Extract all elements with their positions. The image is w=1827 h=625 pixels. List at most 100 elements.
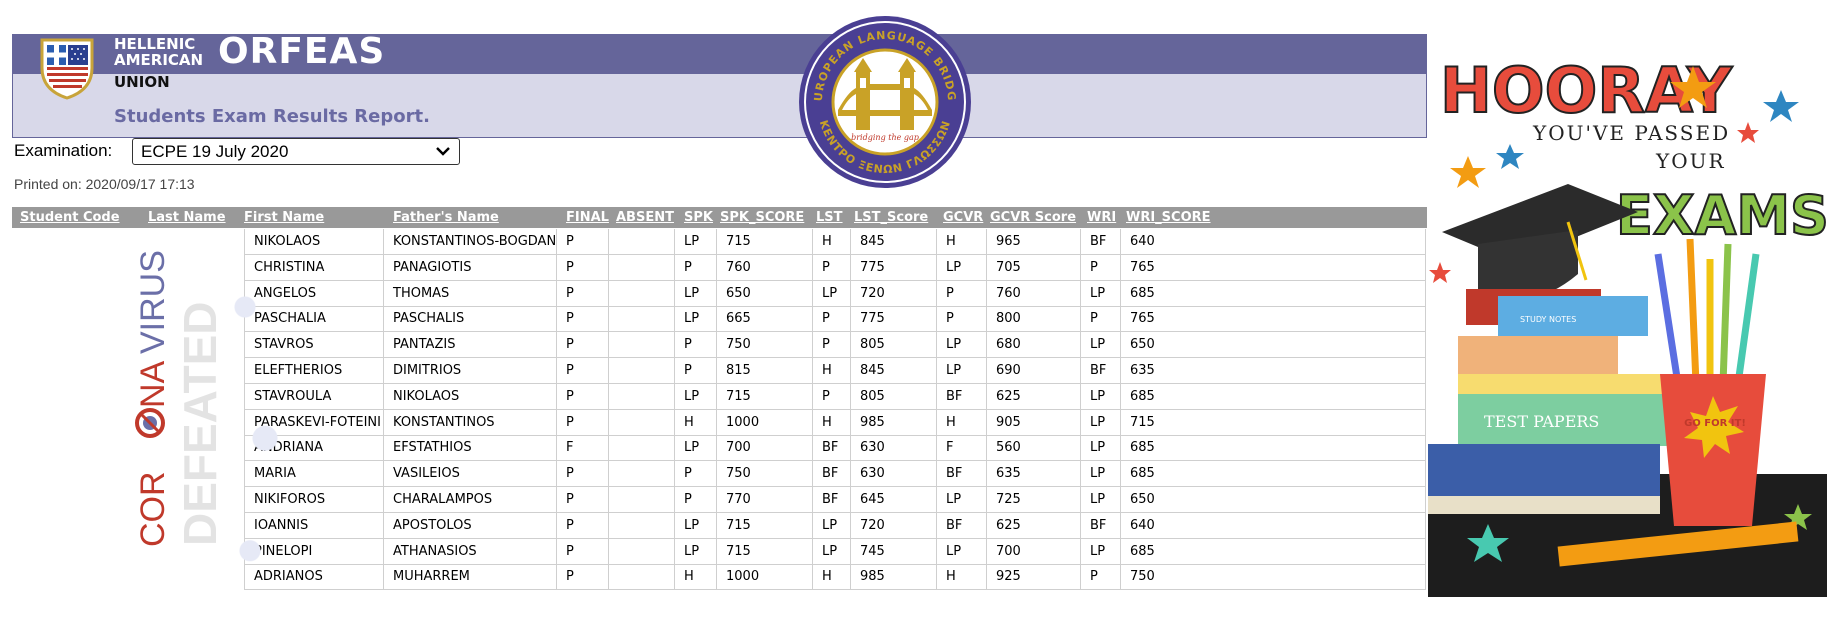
cell-lst-score: 745: [850, 538, 936, 564]
hooray-exams-poster: HOORAY YOU'VE PASSED YOUR EXAMS! STUDY N…: [1428, 34, 1827, 597]
cell-wri: LP: [1080, 409, 1120, 435]
coronavirus-defeated-banner: COR NA VIRUS DEFEATED: [130, 232, 280, 607]
cell-absent: [608, 409, 674, 435]
table-row: ANGELOS THOMAS P LP 650 LP 720 P 760 LP 685: [244, 280, 1426, 307]
header-top-band: [12, 34, 1427, 74]
banner-corona-part1: COR: [134, 471, 172, 547]
cell-gcvr: P: [936, 280, 986, 306]
column-header-spk[interactable]: SPK: [684, 210, 713, 225]
cell-gcvr: H: [936, 229, 986, 254]
cell-absent: [608, 512, 674, 538]
cell-final: P: [556, 564, 608, 590]
cell-lst-score: 845: [850, 229, 936, 254]
page-title: Students Exam Results Report.: [114, 106, 430, 127]
cell-lst-score: 630: [850, 435, 936, 461]
table-row: PINELOPI ATHANASIOS P LP 715 LP 745 LP 700 LP 685: [244, 538, 1426, 565]
cell-lst-score: 630: [850, 461, 936, 487]
cell-gcvr: H: [936, 564, 986, 590]
cell-lst: LP: [812, 512, 850, 538]
column-header-final[interactable]: FINAL: [566, 210, 609, 225]
cell-wri: LP: [1080, 280, 1120, 306]
table-row: STAVROS PANTAZIS P P 750 P 805 LP 680 LP 650: [244, 332, 1426, 359]
cell-gcvr: BF: [936, 461, 986, 487]
cell-lst: LP: [812, 280, 850, 306]
column-header-wri-score[interactable]: WRI_SCORE: [1126, 210, 1211, 225]
column-header-absent[interactable]: ABSENT: [616, 210, 674, 225]
table-row: PASCHALIA PASCHALIS P LP 665 P 775 P 800 P 765: [244, 306, 1426, 333]
cell-gcvr-score: 700: [986, 538, 1080, 564]
column-header-lst[interactable]: LST: [816, 210, 843, 225]
cell-gcvr: H: [936, 409, 986, 435]
cell-wri: P: [1080, 254, 1120, 280]
org-name-line3: UNION: [114, 73, 170, 91]
cell-lst-score: 775: [850, 306, 936, 332]
cell-wri-score: 650: [1120, 332, 1426, 358]
cell-spk: P: [674, 254, 716, 280]
table-header-row: Student Code Last Name First Name Father's …: [12, 207, 1427, 228]
cell-lst: H: [812, 564, 850, 590]
cell-final: P: [556, 280, 608, 306]
cell-gcvr-score: 625: [986, 383, 1080, 409]
cell-final: P: [556, 461, 608, 487]
column-header-student-code[interactable]: Student Code: [20, 210, 120, 225]
table-row: NIKIFOROS CHARALAMPOS P P 770 BF 645 LP 725 LP 650: [244, 487, 1426, 513]
cell-gcvr: LP: [936, 358, 986, 383]
column-header-wri[interactable]: WRI: [1087, 210, 1117, 225]
poster-cup-text: GO FOR IT!: [1684, 418, 1746, 429]
column-header-gcvr-score[interactable]: GCVR Score: [990, 210, 1077, 225]
column-header-first-name[interactable]: First Name: [244, 210, 325, 225]
banner-virus-text: VIRUS: [134, 250, 172, 354]
cell-father: ATHANASIOS: [383, 538, 556, 564]
column-header-spk-score[interactable]: SPK_SCORE: [720, 210, 805, 225]
cell-gcvr: P: [936, 306, 986, 332]
cell-spk-score: 770: [716, 487, 812, 512]
cell-gcvr-score: 760: [986, 280, 1080, 306]
cell-final: F: [556, 435, 608, 461]
ruler: [1557, 521, 1799, 567]
examination-selected-value: ECPE 19 July 2020: [141, 142, 289, 161]
cell-father: PANAGIOTIS: [383, 254, 556, 280]
cell-lst-score: 775: [850, 254, 936, 280]
table-row: NIKOLAOS KONSTANTINOS-BOGDAN P LP 715 H 845 H 96…: [244, 229, 1426, 255]
cell-lst-score: 985: [850, 409, 936, 435]
cell-wri-score: 685: [1120, 461, 1426, 487]
cell-spk-score: 760: [716, 254, 812, 280]
cell-spk: P: [674, 358, 716, 383]
examination-select[interactable]: ECPE 19 July 2020: [132, 138, 460, 165]
cell-absent: [608, 254, 674, 280]
badge-tagline: bridging the gap: [851, 133, 919, 142]
cell-spk: P: [674, 332, 716, 358]
column-header-last-name[interactable]: Last Name: [148, 210, 226, 225]
cell-father: THOMAS: [383, 280, 556, 306]
cell-lst: P: [812, 306, 850, 332]
cell-wri: LP: [1080, 383, 1120, 409]
brand-name: ORFEAS: [218, 31, 386, 72]
hellenic-american-union-crest-icon: [40, 38, 94, 100]
cell-absent: [608, 306, 674, 332]
cell-wri: BF: [1080, 229, 1120, 254]
poster-line2: YOU'VE PASSED: [1532, 121, 1730, 145]
header-bottom-band: [12, 74, 1427, 138]
tower-bridge-icon: [838, 58, 932, 130]
cell-gcvr-score: 625: [986, 512, 1080, 538]
poster-book-study-notes: STUDY NOTES: [1520, 315, 1576, 324]
banner-corona-part2: NA: [134, 360, 172, 408]
table-row: CHRISTINA PANAGIOTIS P P 760 P 775 LP 705 P 765: [244, 254, 1426, 281]
column-header-gcvr[interactable]: GCVR: [943, 210, 984, 225]
cell-wri: LP: [1080, 538, 1120, 564]
cell-spk: H: [674, 564, 716, 590]
cell-lst-score: 845: [850, 358, 936, 383]
column-header-lst-score[interactable]: LST_Score: [854, 210, 929, 225]
cell-final: P: [556, 229, 608, 254]
printed-on-timestamp: Printed on: 2020/09/17 17:13: [14, 176, 195, 192]
cell-lst: BF: [812, 435, 850, 461]
table-row: ELEFTHERIOS DIMITRIOS P P 815 H 845 LP 690 BF 635: [244, 358, 1426, 384]
cell-absent: [608, 280, 674, 306]
column-header-father-s-name[interactable]: Father's Name: [393, 210, 499, 225]
cell-wri-score: 765: [1120, 254, 1426, 280]
cell-lst: P: [812, 332, 850, 358]
cell-wri: BF: [1080, 358, 1120, 383]
cell-lst: H: [812, 358, 850, 383]
cell-spk: P: [674, 487, 716, 512]
